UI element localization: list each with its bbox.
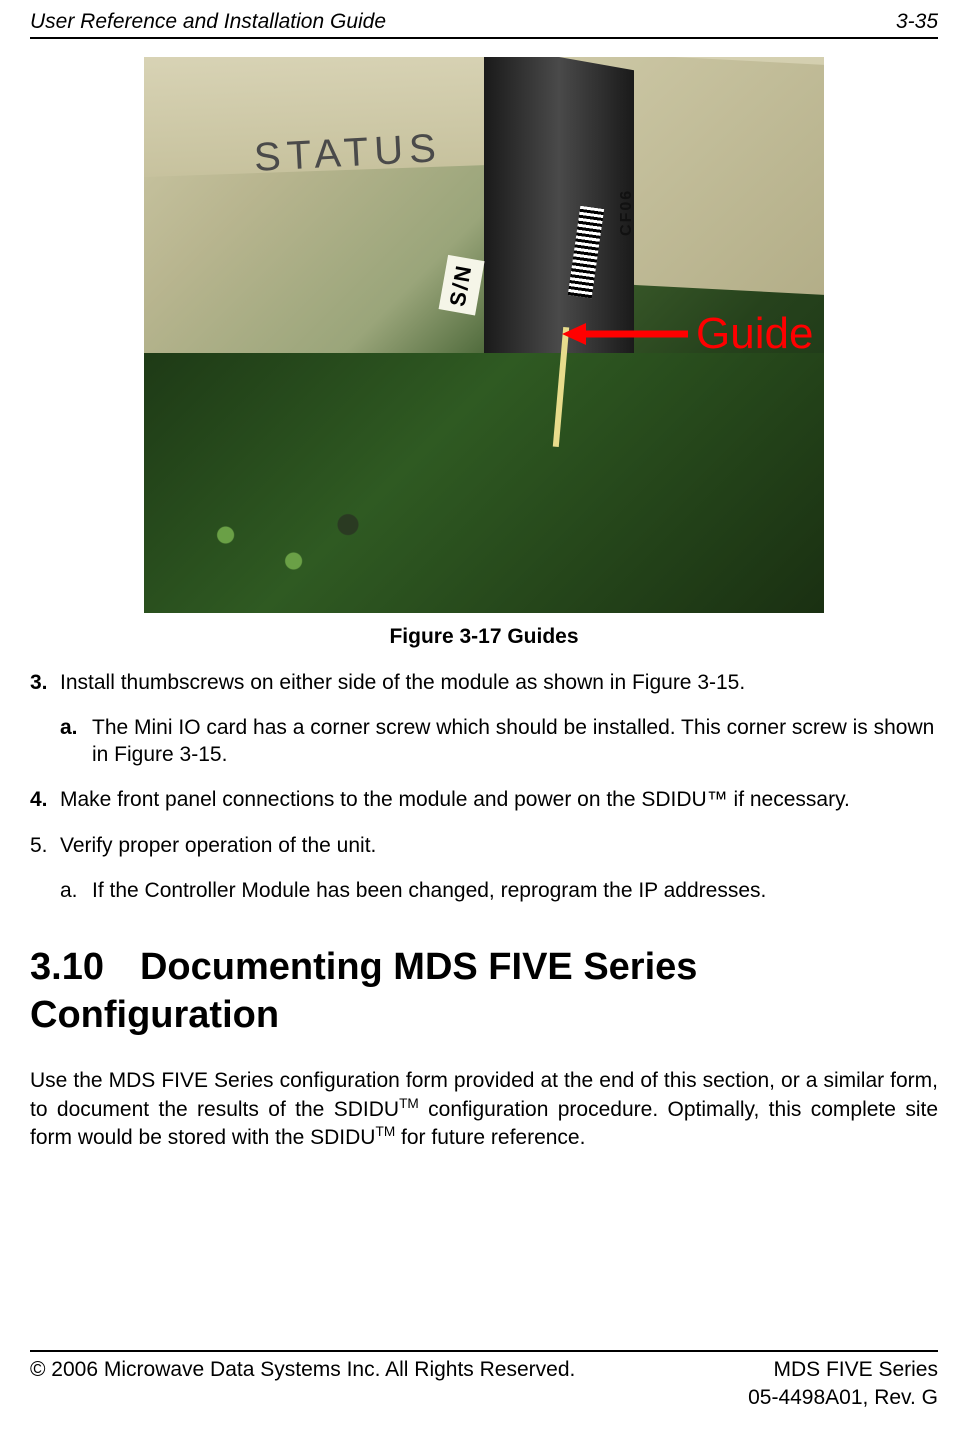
step-number: 3. [30,669,56,696]
step-3a: a. The Mini IO card has a corner screw w… [92,714,938,769]
step-number: 5. [30,832,56,859]
footer-copyright: © 2006 Microwave Data Systems Inc. All R… [30,1356,575,1411]
body-paragraph: Use the MDS FIVE Series configuration fo… [30,1067,938,1151]
figure-caption: Figure 3-17 Guides [30,623,938,650]
section-heading: 3.10Documenting MDS FIVE Series Configur… [30,944,938,1039]
step-text: Make front panel connections to the modu… [60,788,850,811]
substep-number: a. [60,714,88,741]
substep-text: The Mini IO card has a corner screw whic… [92,716,934,766]
step-4: 4. Make front panel connections to the m… [60,786,938,813]
step-text: Verify proper operation of the unit. [60,834,376,857]
section-title-text: Documenting MDS FIVE Series Configuratio… [30,946,697,1036]
header-rule [30,37,938,39]
step-text: Install thumbscrews on either side of th… [60,671,745,694]
substep-number: a. [60,877,88,904]
para-part3: for future reference. [395,1126,585,1149]
step-3: 3. Install thumbscrews on either side of… [60,669,938,769]
tm-symbol: TM [375,1124,395,1139]
substeps: a. The Mini IO card has a corner screw w… [60,714,938,769]
step-5: 5. Verify proper operation of the unit. … [60,832,938,905]
arrow-icon [562,319,692,349]
pcb-area [144,353,824,613]
status-text: STATUS [253,122,443,184]
page-footer: © 2006 Microwave Data Systems Inc. All R… [30,1350,938,1411]
step-5a: a. If the Controller Module has been cha… [92,877,938,904]
substep-text: If the Controller Module has been change… [92,879,766,902]
substeps: a. If the Controller Module has been cha… [60,877,938,904]
annotation-text: Guide [696,305,813,362]
procedure-list: 3. Install thumbscrews on either side of… [30,669,938,905]
footer-rule [30,1350,938,1352]
section-number: 3.10 [30,946,104,988]
header-page-number: 3-35 [896,8,938,35]
serial-number-label: S/N [439,255,485,315]
footer-docnum: 05-4498A01, Rev. G [748,1386,938,1409]
header-left: User Reference and Installation Guide [30,8,386,35]
barcode-text: CF06 [617,189,638,236]
tm-symbol: TM [399,1096,419,1111]
figure-image: STATUS CF06 S/N Guide [144,57,824,613]
footer-product: MDS FIVE Series [773,1358,938,1381]
step-number: 4. [30,786,56,813]
